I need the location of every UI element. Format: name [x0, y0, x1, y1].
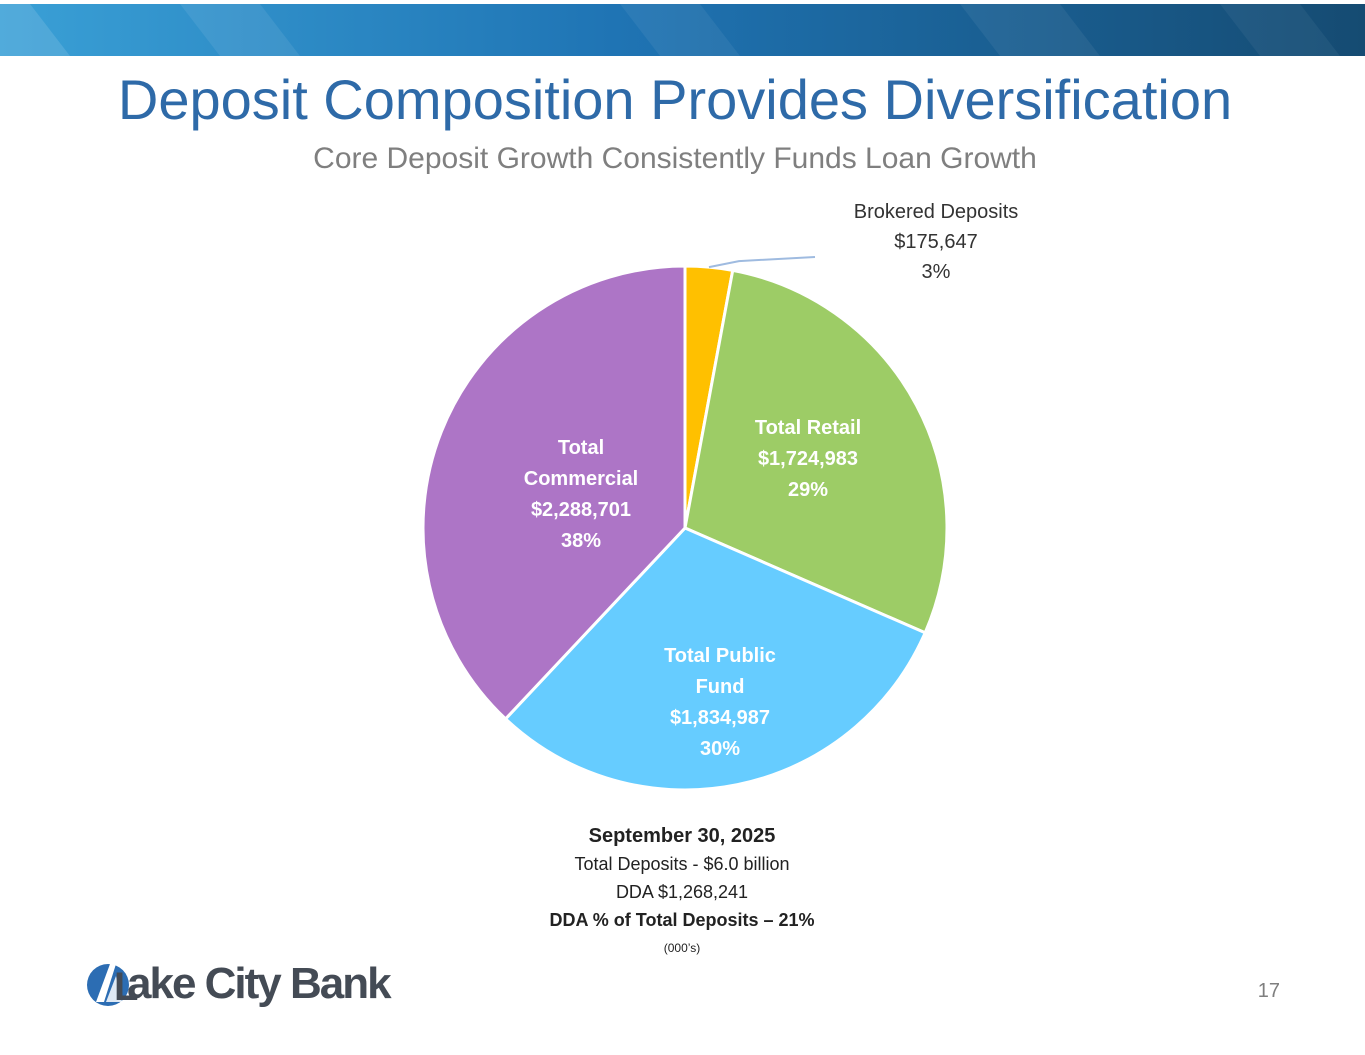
pie-slice-total-commercial [421, 264, 687, 722]
units-note: (000’s) [663, 941, 701, 955]
page-subtitle: Core Deposit Growth Consistently Funds L… [313, 142, 1037, 175]
logo-wordmark: ake City Bank [127, 959, 392, 1008]
dda-text: DDA $1,268,241 [615, 882, 749, 902]
top-banner [0, 4, 1365, 56]
slice-label-total-retail: Total Retail $1,724,983 29% [755, 417, 861, 501]
slice-label-brokered-deposits: Brokered Deposits $175,647 3% [854, 201, 1019, 283]
lake-city-bank-logo: L [87, 964, 138, 1009]
page-number: 17 [1257, 980, 1280, 1002]
dda-percent-text: DDA % of Total Deposits – 21% [549, 910, 815, 930]
pie-slice-total-retail [683, 268, 949, 635]
slice-label-total-public-fund: Total Public Fund $1,834,987 30% [664, 645, 776, 760]
pie-slice-total-public-fund [503, 526, 928, 792]
page-title: Deposit Composition Provides Diversifica… [117, 68, 1233, 131]
chart-footnote: September 30, 2025 Total Deposits - $6.0… [482, 822, 882, 958]
leader-line-brokered-deposits [708, 256, 816, 269]
total-deposits-text: Total Deposits - $6.0 billion [574, 854, 790, 874]
slice-label-total-commercial: Total Commercial $2,288,701 38% [524, 437, 639, 552]
logo-initial: L [114, 965, 138, 1009]
as-of-date: September 30, 2025 [588, 825, 776, 847]
